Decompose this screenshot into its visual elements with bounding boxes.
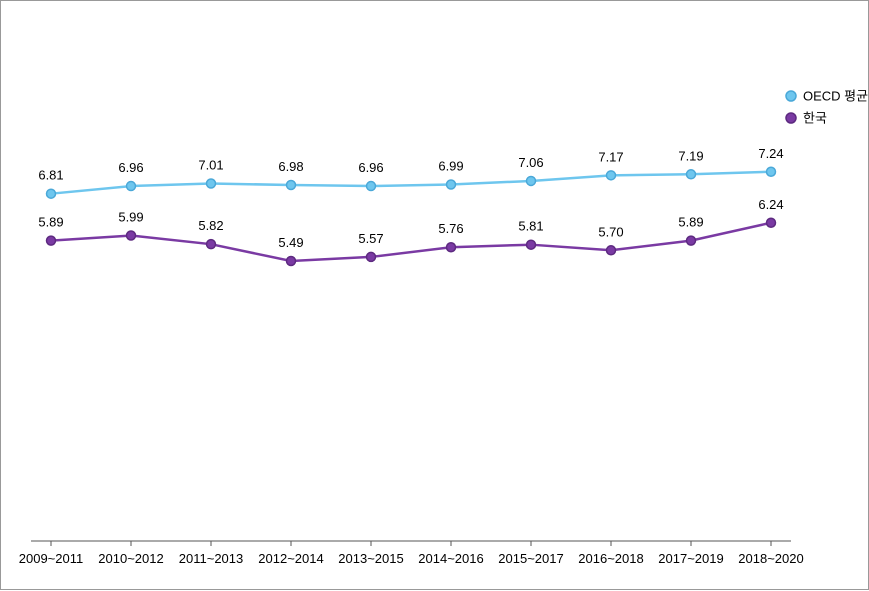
x-axis-label: 2012~2014 — [258, 551, 323, 566]
chart-frame: 2009~2011 2010~2012 2011~2013 2012~2014 2013… — [0, 0, 869, 590]
x-axis-label: 2013~2015 — [338, 551, 403, 566]
marker-oecd — [207, 179, 216, 188]
data-label-korea: 5.99 — [118, 210, 143, 225]
data-label-oecd: 6.81 — [38, 168, 63, 183]
marker-oecd — [287, 181, 296, 190]
x-axis-label: 2017~2019 — [658, 551, 723, 566]
legend-label-korea: 한국 — [803, 110, 827, 125]
marker-korea — [207, 240, 216, 249]
marker-oecd — [607, 171, 616, 180]
data-label-oecd: 7.01 — [198, 157, 223, 172]
marker-korea — [367, 252, 376, 261]
marker-oecd — [367, 182, 376, 191]
x-axis-label: 2015~2017 — [498, 551, 563, 566]
data-label-oecd: 6.96 — [118, 160, 143, 175]
series-line-korea — [51, 223, 771, 261]
data-label-korea: 6.24 — [758, 197, 783, 212]
data-label-korea: 5.81 — [518, 219, 543, 234]
x-axis-label: 2009~2011 — [19, 551, 83, 566]
data-label-oecd: 6.96 — [358, 160, 383, 175]
marker-korea — [767, 218, 776, 227]
marker-korea — [687, 236, 696, 245]
data-label-oecd: 7.17 — [598, 149, 623, 164]
x-axis-label: 2016~2018 — [578, 551, 643, 566]
data-label-oecd: 7.24 — [758, 146, 783, 161]
data-label-korea: 5.82 — [198, 218, 223, 233]
data-label-korea: 5.57 — [358, 231, 383, 246]
data-label-korea: 5.89 — [678, 215, 703, 230]
line-chart: 2009~2011 2010~2012 2011~2013 2012~2014 2013… — [1, 1, 869, 591]
data-label-oecd: 6.98 — [278, 159, 303, 174]
data-label-oecd: 7.06 — [518, 155, 543, 170]
data-label-korea: 5.49 — [278, 235, 303, 250]
marker-korea — [527, 240, 536, 249]
x-axis-label: 2014~2016 — [418, 551, 483, 566]
data-label-oecd: 6.99 — [438, 159, 463, 174]
marker-korea — [447, 243, 456, 252]
marker-korea — [607, 246, 616, 255]
marker-oecd — [447, 180, 456, 189]
data-label-korea: 5.89 — [38, 215, 63, 230]
data-label-korea: 5.70 — [598, 224, 623, 239]
legend-marker-oecd — [786, 91, 796, 101]
x-axis-label: 2011~2013 — [179, 551, 243, 566]
marker-oecd — [127, 182, 136, 191]
marker-korea — [127, 231, 136, 240]
marker-oecd — [687, 170, 696, 179]
marker-korea — [287, 257, 296, 266]
marker-oecd — [527, 176, 536, 185]
marker-oecd — [767, 167, 776, 176]
data-label-korea: 5.76 — [438, 221, 463, 236]
x-axis-label: 2018~2020 — [738, 551, 803, 566]
marker-oecd — [47, 189, 56, 198]
series-line-oecd — [51, 172, 771, 194]
data-label-oecd: 7.19 — [678, 148, 703, 163]
marker-korea — [47, 236, 56, 245]
legend-marker-korea — [786, 113, 796, 123]
legend-label-oecd: OECD 평균 — [803, 88, 868, 103]
x-axis-label: 2010~2012 — [98, 551, 163, 566]
